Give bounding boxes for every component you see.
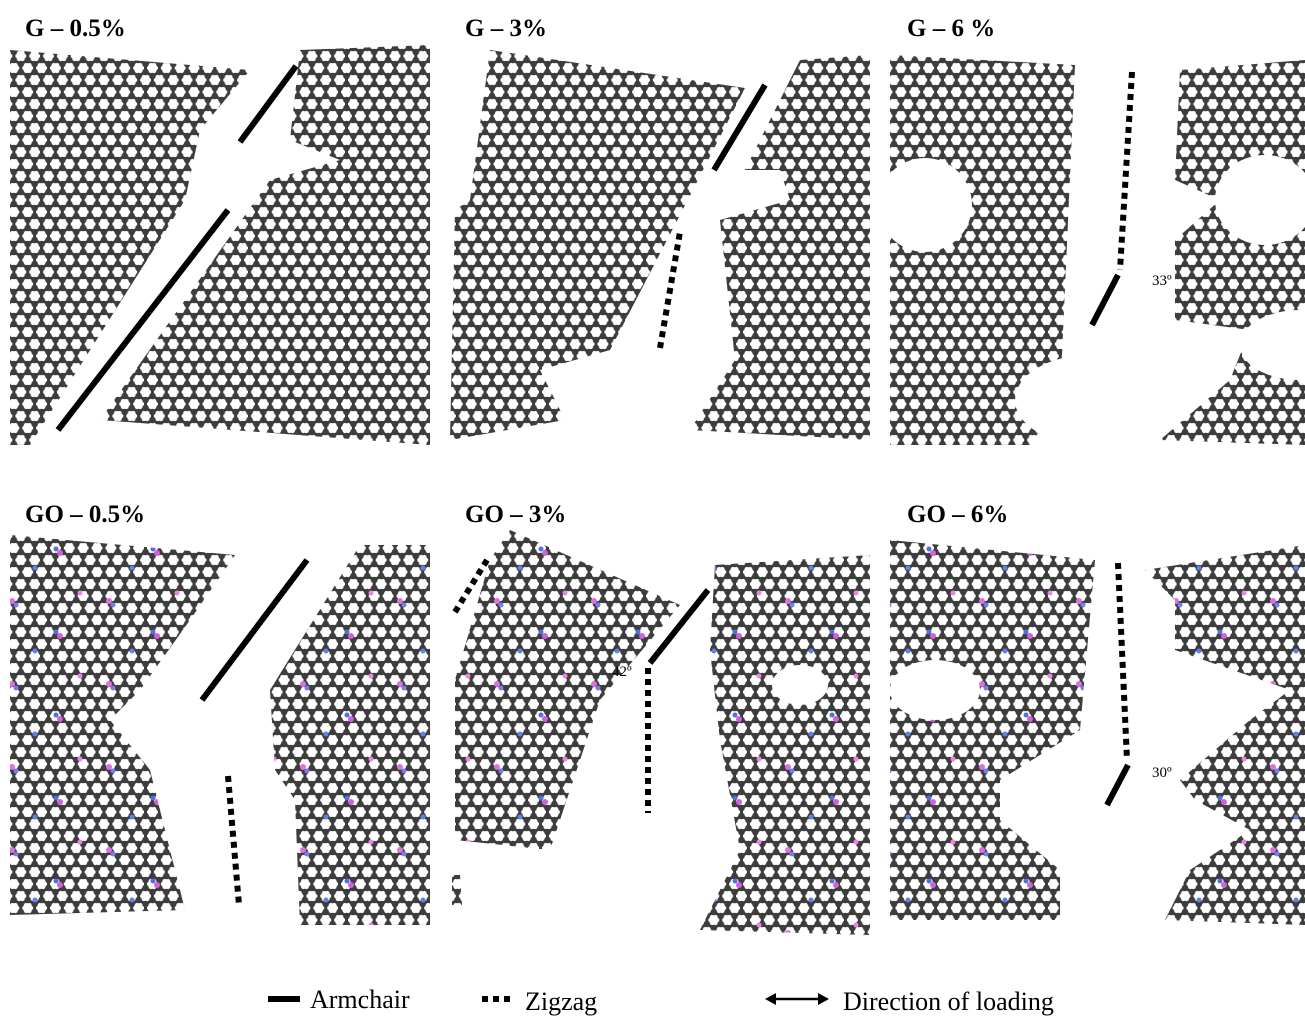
legend: Armchair Zigzag Direction of loading xyxy=(268,985,1054,1016)
panel-title: GO – 3% xyxy=(465,501,566,528)
legend-armchair: Armchair xyxy=(310,985,410,1014)
panel-go-05: GO – 0.5% xyxy=(10,501,430,925)
panel-go-6: GO – 6% 30º xyxy=(890,501,1305,925)
angle-label: 30º xyxy=(1152,765,1172,781)
panel-title: GO – 0.5% xyxy=(25,501,145,528)
panel-g-3: G – 3% xyxy=(450,15,870,440)
angle-label: 42º xyxy=(612,664,632,680)
panel-g-6: G – 6 % 33º xyxy=(878,15,1305,445)
panel-title: G – 0.5% xyxy=(25,15,126,42)
panel-title: G – 6 % xyxy=(907,15,995,42)
panel-g-05: G – 0.5% xyxy=(10,15,430,445)
panel-title: G – 3% xyxy=(465,15,547,42)
figure: G – 0.5% G – 3% G – 6 % 33º GO – 0.5% GO… xyxy=(0,0,1305,1020)
legend-loading: Direction of loading xyxy=(843,987,1054,1016)
angle-label: 33º xyxy=(1152,273,1172,289)
panel-go-3: GO – 3% 42º xyxy=(452,501,870,935)
legend-zigzag: Zigzag xyxy=(525,987,597,1016)
panel-title: GO – 6% xyxy=(907,501,1008,528)
